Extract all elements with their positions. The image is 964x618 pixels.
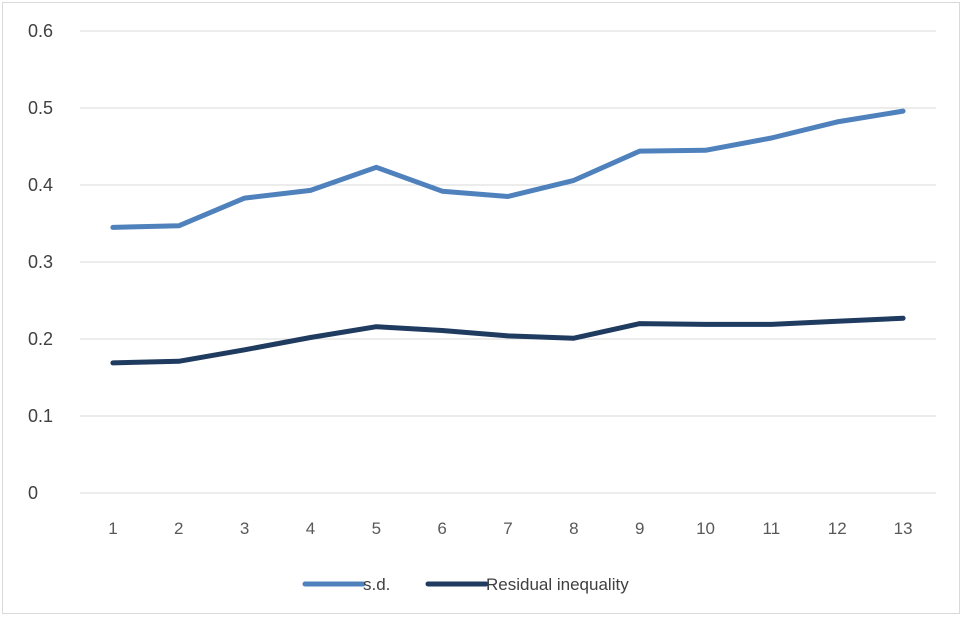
series-line-residual-inequality [113,318,903,363]
x-tick-label: 6 [437,519,446,538]
gridlines [80,31,936,493]
x-tick-label: 1 [108,519,117,538]
y-tick-label: 0.3 [28,252,53,272]
x-tick-label: 13 [894,519,913,538]
legend-label: Residual inequality [486,575,629,594]
series-line-sd [113,111,903,227]
x-tick-label: 11 [763,519,781,538]
x-tick-label: 12 [828,519,847,538]
x-tick-label: 3 [240,519,249,538]
y-tick-label: 0.4 [28,175,53,195]
x-tick-label: 4 [306,519,315,538]
x-axis-ticks: 1 2 3 4 5 6 7 8 9 10 11 12 13 [108,519,912,538]
x-tick-label: 7 [503,519,512,538]
y-tick-label: 0.2 [28,329,53,349]
y-tick-label: 0.5 [28,98,53,118]
y-tick-label: 0.6 [28,21,53,41]
x-tick-label: 2 [174,519,183,538]
legend: s.d. Residual inequality [305,575,629,594]
legend-label: s.d. [363,575,390,594]
x-tick-label: 8 [569,519,578,538]
y-tick-label: 0 [28,483,38,503]
x-tick-label: 9 [635,519,644,538]
y-tick-label: 0.1 [28,406,53,426]
x-tick-label: 10 [696,519,715,538]
y-axis-ticks: 0 0.1 0.2 0.3 0.4 0.5 0.6 [28,21,53,503]
x-tick-label: 5 [372,519,381,538]
series-lines [113,111,903,363]
